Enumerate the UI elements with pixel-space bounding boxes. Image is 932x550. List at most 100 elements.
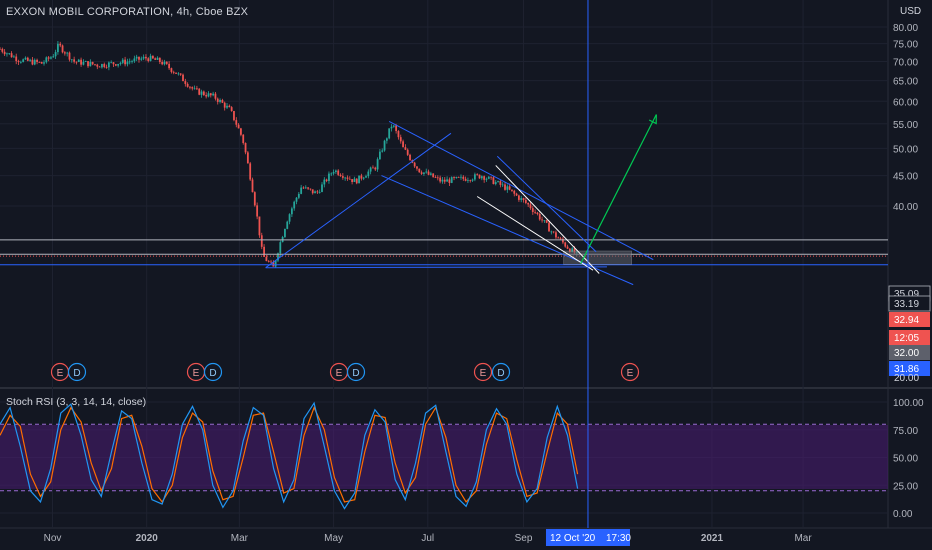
candle-body xyxy=(566,246,569,249)
candle-body xyxy=(446,179,448,182)
rsi-tick-label: 0.00 xyxy=(893,509,913,520)
stoch-k-line xyxy=(0,401,579,510)
candle-body xyxy=(381,150,384,152)
candle-body xyxy=(365,176,367,178)
candle-body xyxy=(19,61,22,63)
candle-body xyxy=(557,237,560,239)
candle-body xyxy=(198,88,201,95)
trendline xyxy=(496,155,597,253)
candle-body xyxy=(233,111,235,121)
candle-body xyxy=(172,71,175,73)
candle-body xyxy=(369,167,372,172)
candle-body xyxy=(332,171,335,174)
candle-body xyxy=(219,100,221,102)
axes: 80.00 75.00 70.00 65.00 60.00 55.00 50.00 45.00… xyxy=(44,23,931,544)
candle-body xyxy=(196,88,198,90)
candle-body xyxy=(545,220,548,223)
candle-body xyxy=(216,98,219,102)
candle-body xyxy=(214,93,217,99)
trendline xyxy=(265,132,452,269)
candle-body xyxy=(520,198,523,200)
earnings-event-marker: E xyxy=(329,362,349,382)
candle-body xyxy=(38,61,41,63)
candle-body xyxy=(80,59,82,65)
candle-body xyxy=(427,171,430,175)
candle-body xyxy=(267,261,270,262)
candle-body xyxy=(571,248,574,253)
candle-body xyxy=(151,55,154,59)
candle-body xyxy=(200,91,203,95)
horizontal-levels xyxy=(0,239,888,266)
candle-body xyxy=(43,62,45,64)
candle-body xyxy=(251,179,254,193)
earnings-event-marker: E xyxy=(473,362,493,382)
candle-body xyxy=(441,179,444,182)
candle-body xyxy=(483,176,486,180)
event-letter: E xyxy=(57,368,64,379)
event-letter: D xyxy=(497,368,504,379)
candle-body xyxy=(297,193,300,198)
candle-body xyxy=(399,137,402,142)
candle-body xyxy=(339,174,342,177)
candle-body xyxy=(237,124,240,129)
trendline xyxy=(388,120,654,261)
candle-body xyxy=(564,242,567,247)
candle-body xyxy=(244,143,247,153)
candle-body xyxy=(54,52,57,57)
candle-body xyxy=(22,59,25,62)
candle-body xyxy=(68,52,71,60)
candle-body xyxy=(202,91,205,96)
candle-body xyxy=(390,126,393,129)
candle-body xyxy=(84,61,87,62)
crosshair-date: 12 Oct '20 xyxy=(550,533,596,544)
event-letter: E xyxy=(627,368,634,379)
candle-body xyxy=(485,178,488,180)
candle-body xyxy=(460,176,462,178)
candle-body xyxy=(1,48,4,52)
candle-body xyxy=(12,56,15,58)
candle-body xyxy=(341,176,344,178)
candle-body xyxy=(207,93,210,97)
candle-body xyxy=(165,61,168,64)
candle-body xyxy=(15,56,18,62)
candle-body xyxy=(478,174,481,179)
candle-body xyxy=(119,62,122,64)
price-axis-label: 31.86 xyxy=(894,364,919,375)
candle-body xyxy=(464,178,467,181)
candle-body xyxy=(531,208,534,212)
candle-body xyxy=(548,222,550,232)
price-axis-label: 33.19 xyxy=(894,299,919,310)
candle-body xyxy=(193,88,196,90)
candle-body xyxy=(511,189,513,191)
time-tick-label: May xyxy=(324,533,343,544)
candle-body xyxy=(467,180,469,182)
candle-body xyxy=(314,191,316,194)
candle-body xyxy=(8,53,11,55)
candle-body xyxy=(404,147,407,150)
symbol-title[interactable]: EXXON MOBIL CORPORATION, 4h, Cboe BZX xyxy=(6,6,249,18)
time-tick-label: Mar xyxy=(231,533,249,544)
candle-body xyxy=(91,61,94,65)
candle-body xyxy=(98,66,101,68)
candle-body xyxy=(362,177,365,179)
candle-body xyxy=(416,166,418,169)
candle-body xyxy=(334,170,337,172)
candle-body xyxy=(279,242,282,254)
candle-body xyxy=(121,59,124,63)
projection-arrow xyxy=(580,114,657,264)
trendline xyxy=(476,196,594,271)
candle-body xyxy=(126,61,129,65)
candle-body xyxy=(432,173,435,178)
currency-label[interactable]: USD xyxy=(900,6,922,17)
candle-body xyxy=(156,57,159,60)
time-tick-label: 2020 xyxy=(136,533,159,544)
candle-body xyxy=(235,120,238,125)
candle-body xyxy=(402,141,404,148)
candle-body xyxy=(346,177,349,179)
candle-body xyxy=(256,205,259,217)
candle-body xyxy=(168,63,171,69)
indicator-label[interactable]: Stoch RSI (3, 3, 14, 14, close) xyxy=(6,396,147,408)
candle-body xyxy=(295,197,298,202)
